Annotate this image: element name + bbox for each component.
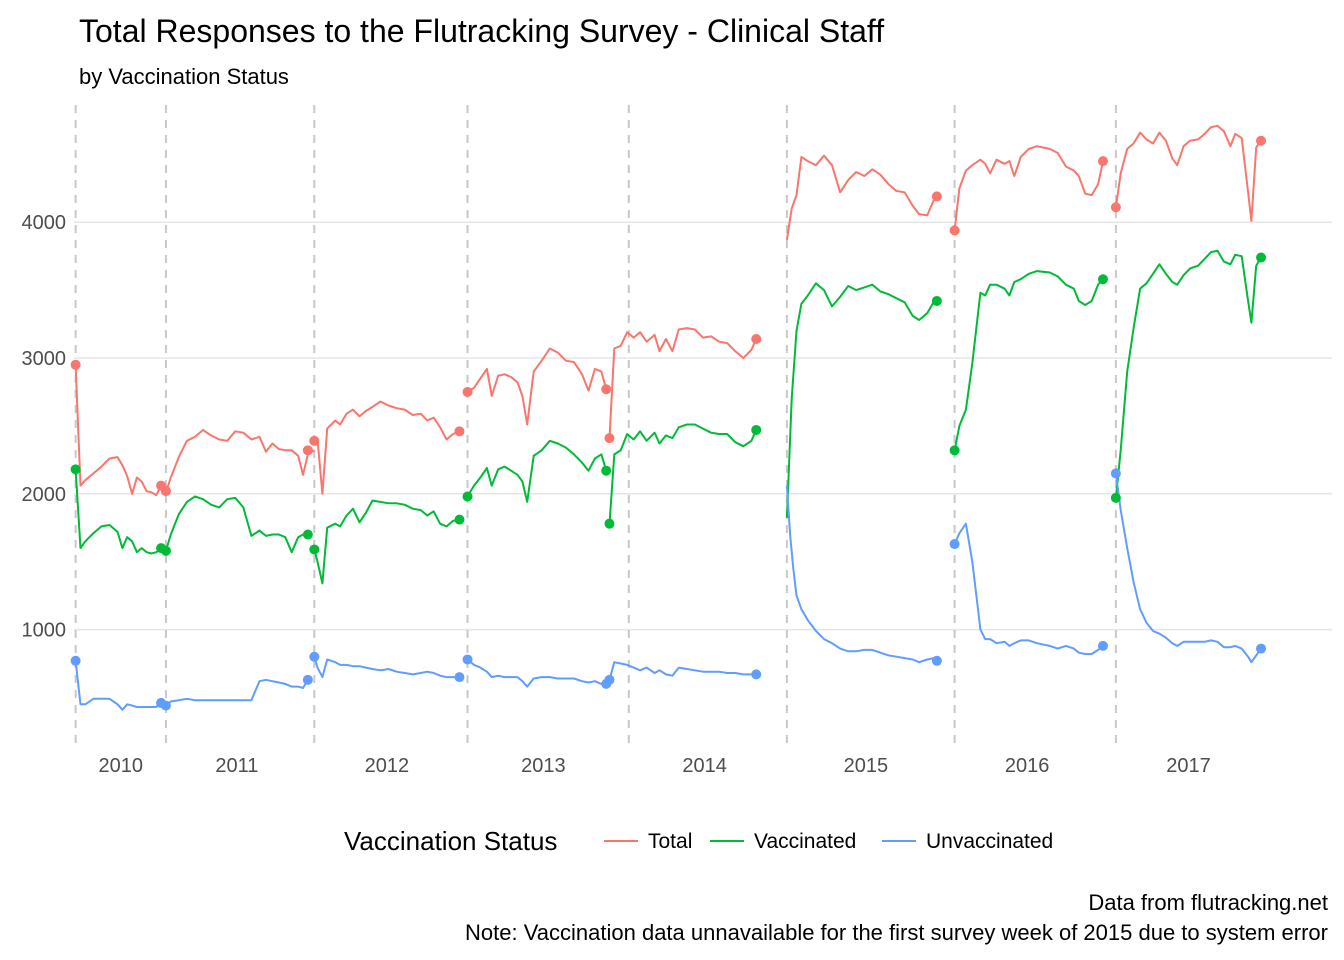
unvaccinated-line-segment-6 — [953, 522, 1104, 655]
total-line-segment-7 — [1114, 124, 1262, 222]
unvaccinated-point-2 — [160, 700, 171, 711]
unvaccinated-point-0 — [70, 655, 81, 666]
vaccinated-point-3 — [302, 529, 313, 540]
legend-label-total: Total — [648, 830, 692, 853]
x-tick-label-2012: 2012 — [365, 755, 410, 777]
x-tick-label-2017: 2017 — [1166, 755, 1211, 777]
unvaccinated-point-9 — [751, 669, 762, 680]
vaccinated-point-0 — [70, 464, 81, 475]
x-axis-ticks: 2010 2011 2012 2013 2014 2015 2016 2017 — [99, 755, 1211, 777]
chart-title: Total Responses to the Flutracking Surve… — [79, 13, 884, 49]
unvaccinated-point-13 — [1110, 468, 1121, 479]
gridlines — [74, 221, 1332, 631]
total-point-8 — [604, 433, 615, 444]
series-lines — [74, 124, 1262, 711]
chart-subtitle: by Vaccination Status — [79, 64, 289, 89]
total-point-4 — [309, 435, 320, 446]
vaccinated-point-2 — [160, 545, 171, 556]
x-tick-label-2015: 2015 — [844, 755, 889, 777]
total-point-7 — [601, 384, 612, 395]
legend-label-vaccinated: Vaccinated — [754, 830, 856, 853]
total-point-12 — [1097, 156, 1108, 167]
unvaccinated-line-segment-4 — [608, 661, 757, 681]
y-axis-ticks: 1000 2000 3000 4000 — [22, 212, 67, 641]
x-tick-label-2014: 2014 — [682, 755, 727, 777]
vaccinated-line-segment-6 — [953, 270, 1104, 451]
total-line-segment-2 — [313, 400, 460, 495]
y-tick-label-3000: 3000 — [22, 348, 67, 370]
unvaccinated-point-10 — [931, 655, 942, 666]
vaccinated-point-5 — [454, 514, 465, 525]
caption-note: Note: Vaccination data unnavailable for … — [465, 920, 1328, 945]
total-point-11 — [949, 225, 960, 236]
total-line-segment-5 — [785, 154, 938, 241]
vaccinated-line-segment-0 — [74, 469, 167, 555]
vaccinated-point-8 — [604, 518, 615, 529]
vaccinated-point-9 — [751, 424, 762, 435]
total-point-6 — [462, 386, 473, 397]
total-point-13 — [1110, 202, 1121, 213]
unvaccinated-point-3 — [302, 674, 313, 685]
unvaccinated-line-segment-5 — [785, 485, 938, 664]
total-point-0 — [70, 359, 81, 370]
series-points — [70, 135, 1267, 711]
vaccinated-point-11 — [949, 445, 960, 456]
unvaccinated-point-5 — [454, 672, 465, 683]
total-point-10 — [931, 191, 942, 202]
unvaccinated-line-segment-0 — [74, 660, 167, 711]
legend-title: Vaccination Status — [344, 826, 557, 856]
vaccinated-line-segment-3 — [466, 439, 608, 503]
total-point-2 — [160, 486, 171, 497]
x-tick-label-2016: 2016 — [1005, 755, 1050, 777]
unvaccinated-point-4 — [309, 651, 320, 662]
total-line-segment-3 — [466, 347, 608, 426]
total-line-segment-6 — [953, 145, 1104, 231]
total-point-3 — [302, 445, 313, 456]
vaccinated-point-7 — [601, 465, 612, 476]
unvaccinated-point-12 — [1097, 640, 1108, 651]
unvaccinated-line-segment-2 — [313, 656, 460, 679]
vaccinated-line-segment-1 — [164, 495, 308, 554]
vaccinated-point-13 — [1110, 492, 1121, 503]
legend-label-unvaccinated: Unvaccinated — [926, 830, 1053, 853]
total-point-5 — [454, 426, 465, 437]
x-tick-label-2013: 2013 — [521, 755, 566, 777]
vaccinated-line-segment-2 — [313, 499, 460, 585]
x-tick-label-2010: 2010 — [99, 755, 144, 777]
unvaccinated-point-11 — [949, 539, 960, 550]
vaccinated-line-segment-7 — [1114, 249, 1262, 499]
y-tick-label-2000: 2000 — [22, 484, 67, 506]
total-point-9 — [751, 333, 762, 344]
unvaccinated-point-8 — [604, 674, 615, 685]
y-tick-label-1000: 1000 — [22, 620, 67, 642]
unvaccinated-line-segment-3 — [466, 658, 607, 688]
legend: Vaccination Status Total Vaccinated Unvacc… — [344, 826, 1053, 856]
unvaccinated-line-segment-7 — [1114, 473, 1262, 664]
caption-source: Data from flutracking.net — [1088, 890, 1328, 915]
vaccinated-point-10 — [931, 295, 942, 306]
total-line-segment-4 — [608, 327, 758, 439]
legend-items: Total Vaccinated Unvaccinated — [604, 830, 1053, 853]
unvaccinated-point-6 — [462, 654, 473, 665]
total-line-segment-1 — [164, 429, 315, 493]
vaccinated-line-segment-4 — [608, 423, 758, 524]
vaccinated-point-4 — [309, 544, 320, 555]
unvaccinated-line-segment-1 — [165, 678, 309, 707]
x-tick-label-2011: 2011 — [215, 755, 258, 777]
unvaccinated-point-14 — [1256, 643, 1267, 654]
total-line-segment-0 — [74, 364, 167, 497]
vaccinated-point-6 — [462, 491, 473, 502]
total-point-14 — [1256, 135, 1267, 146]
vaccinated-line-segment-5 — [785, 282, 938, 519]
vaccinated-point-14 — [1256, 252, 1267, 263]
vaccinated-point-12 — [1097, 274, 1108, 285]
y-tick-label-4000: 4000 — [22, 212, 67, 234]
